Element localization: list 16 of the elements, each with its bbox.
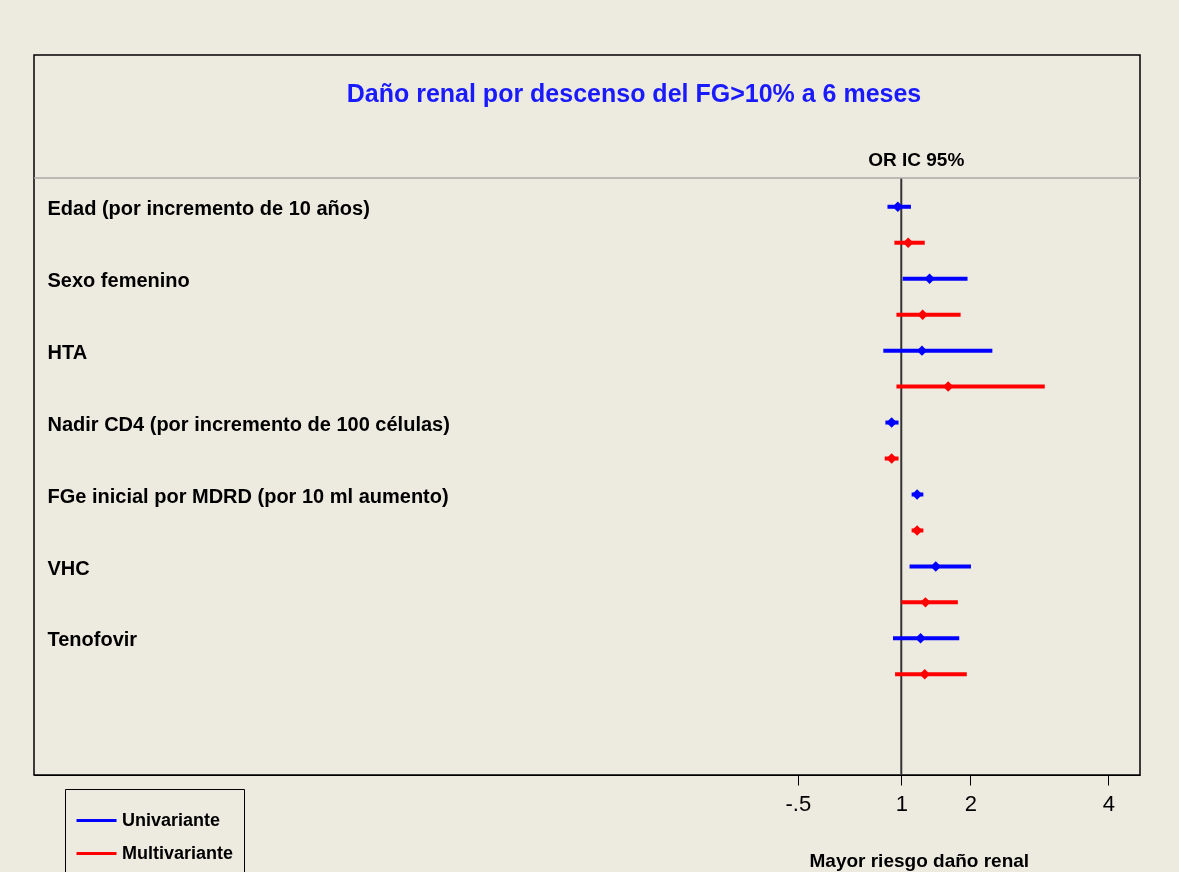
legend-label: Univariante <box>122 809 221 830</box>
y-tick-label: Edad (por incremento de 10 años) <box>47 196 370 219</box>
y-tick-label: HTA <box>47 340 88 363</box>
x-tick-label: 1 <box>895 790 908 816</box>
y-tick-label: Tenofovir <box>47 628 138 651</box>
chart-title: Daño renal por descenso del FG>10% a 6 meses <box>346 79 922 107</box>
y-tick-label: VHC <box>47 556 90 579</box>
y-tick-label: FGe inicial por MDRD (por 10 ml aumento) <box>47 484 449 507</box>
x-tick-label: 4 <box>1102 790 1115 816</box>
x-tick-label: 2 <box>964 790 977 816</box>
legend-label: Multivariante <box>122 842 234 863</box>
x-axis-title: Mayor riesgo daño renal <box>809 849 1030 871</box>
y-tick-label: Sexo femenino <box>47 268 190 291</box>
x-tick-label: -.5 <box>785 790 812 816</box>
text: OR IC 95% <box>868 149 965 170</box>
y-tick-label: Nadir CD4 (por incremento de 100 células) <box>47 412 450 435</box>
